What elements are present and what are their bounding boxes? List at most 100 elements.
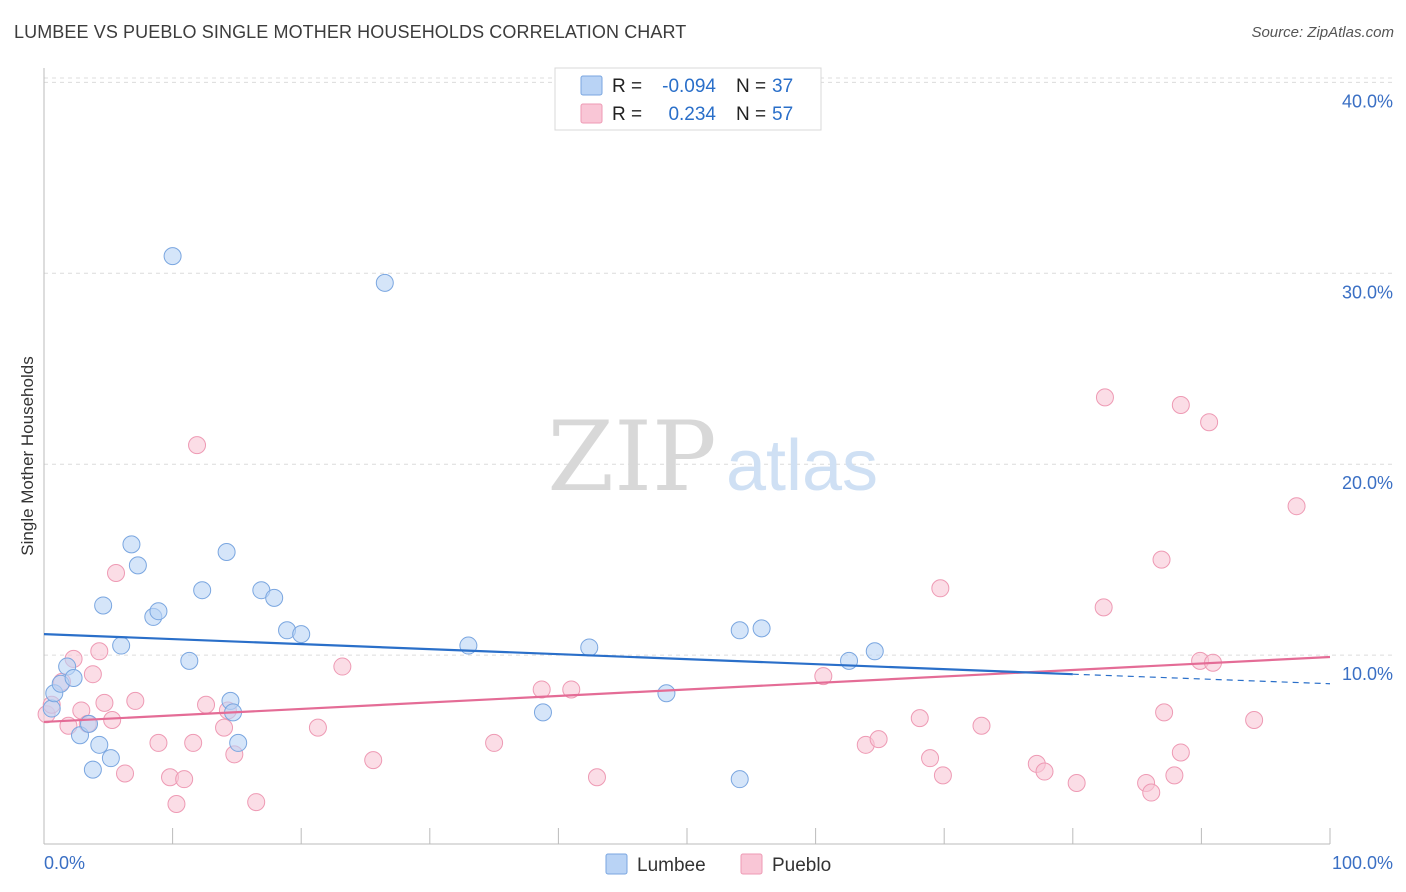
- lumbee-point: [657, 684, 676, 703]
- y-tick-labels: 10.0% 20.0% 30.0% 40.0%: [1342, 91, 1393, 684]
- watermark-atlas: atlas: [726, 426, 878, 506]
- pueblo-trend-line: [43, 655, 1331, 724]
- x-tick-label-min: 0.0%: [44, 853, 85, 873]
- pueblo-point: [215, 718, 234, 737]
- pueblo-point: [921, 749, 940, 768]
- bottom-legend-pueblo-swatch: [740, 853, 763, 875]
- lumbee-point: [730, 621, 749, 640]
- pueblo-point: [333, 657, 352, 676]
- legend-pueblo-r-label: R =: [612, 104, 642, 125]
- trend-lines: [43, 633, 1331, 724]
- pueblo-point: [126, 691, 145, 710]
- pueblo-point: [532, 680, 551, 699]
- pueblo-point: [1142, 783, 1161, 802]
- pueblo-point: [1035, 762, 1054, 781]
- pueblo-point: [587, 768, 606, 787]
- lumbee-point: [292, 625, 311, 644]
- pueblo-point: [184, 733, 203, 752]
- pueblo-point: [167, 795, 186, 814]
- lumbee-point: [580, 638, 599, 657]
- lumbee-point: [163, 247, 182, 266]
- pueblo-point: [83, 665, 102, 684]
- bottom-legend-pueblo-label: Pueblo: [772, 855, 831, 876]
- pueblo-point: [308, 718, 327, 737]
- lumbee-point: [64, 669, 83, 688]
- lumbee-point: [128, 556, 147, 575]
- lumbee-point: [229, 733, 248, 752]
- grid-layer: [44, 77, 1392, 656]
- pueblo-point: [1067, 774, 1086, 793]
- lumbee-trend-extension: [1072, 673, 1331, 685]
- pueblo-point: [1245, 711, 1264, 730]
- legend-lumbee-n-value: 37: [772, 76, 793, 97]
- chart-title: LUMBEE VS PUEBLO SINGLE MOTHER HOUSEHOLD…: [14, 22, 687, 42]
- y-tick-label: 40.0%: [1342, 91, 1393, 111]
- pueblo-point: [116, 764, 135, 783]
- pueblo-point: [103, 711, 122, 730]
- lumbee-point: [122, 535, 141, 554]
- pueblo-point: [562, 680, 581, 699]
- pueblo-point: [931, 579, 950, 598]
- bottom-legend-lumbee-swatch: [605, 853, 628, 875]
- pueblo-point: [1171, 396, 1190, 415]
- watermark-zip: ZIP: [547, 401, 716, 513]
- lumbee-point: [42, 699, 61, 718]
- lumbee-point: [730, 770, 749, 789]
- lumbee-point: [90, 735, 109, 754]
- series-legend: Lumbee Pueblo: [605, 853, 831, 876]
- lumbee-point: [865, 642, 884, 661]
- lumbee-point: [180, 651, 199, 670]
- lumbee-points: [42, 247, 884, 789]
- pueblo-point: [197, 695, 216, 714]
- legend-lumbee-r-value: -0.094: [662, 76, 716, 97]
- x-tick-labels: 0.0% 100.0%: [44, 853, 1393, 873]
- chart-source: Source: ZipAtlas.com: [1251, 24, 1394, 41]
- lumbee-point: [193, 581, 212, 600]
- pueblo-point: [1155, 703, 1174, 722]
- pueblo-point: [1094, 598, 1113, 617]
- legend-lumbee-n-label: N =: [736, 76, 766, 97]
- pueblo-point: [933, 766, 952, 785]
- pueblo-point: [814, 667, 833, 686]
- pueblo-point: [1200, 413, 1219, 432]
- pueblo-point: [910, 709, 929, 728]
- pueblo-point: [247, 793, 266, 812]
- lumbee-point: [80, 714, 99, 733]
- lumbee-point: [375, 273, 394, 292]
- legend-pueblo-r-value: 0.234: [668, 104, 716, 125]
- lumbee-point: [217, 543, 236, 562]
- lumbee-point: [149, 602, 168, 621]
- x-tick-label-max: 100.0%: [1332, 853, 1393, 873]
- pueblo-point: [188, 436, 207, 455]
- lumbee-point: [752, 619, 771, 638]
- watermark: ZIP atlas: [547, 401, 878, 513]
- pueblo-point: [90, 642, 109, 661]
- pueblo-point: [95, 693, 114, 712]
- legend-pueblo-swatch: [580, 103, 603, 124]
- correlation-legend: R = -0.094 N = 37 R = 0.234 N = 57: [554, 67, 822, 131]
- pueblo-point: [107, 564, 126, 583]
- y-tick-label: 10.0%: [1342, 664, 1393, 684]
- pueblo-point: [485, 733, 504, 752]
- lumbee-point: [83, 760, 102, 779]
- pueblo-point: [364, 751, 383, 770]
- legend-pueblo-n-label: N =: [736, 104, 766, 125]
- pueblo-point: [972, 716, 991, 735]
- pueblo-point: [1165, 766, 1184, 785]
- lumbee-point: [112, 636, 131, 655]
- lumbee-trend-line: [43, 633, 1073, 676]
- lumbee-point: [94, 596, 113, 615]
- lumbee-point: [101, 749, 120, 768]
- legend-lumbee-swatch: [580, 75, 603, 96]
- lumbee-point: [533, 703, 552, 722]
- legend-lumbee-r-label: R =: [612, 76, 642, 97]
- pueblo-point: [149, 733, 168, 752]
- pueblo-point: [1095, 388, 1114, 407]
- pueblo-point: [1152, 550, 1171, 569]
- legend-pueblo-n-value: 57: [772, 104, 793, 125]
- bottom-legend-lumbee-label: Lumbee: [637, 855, 706, 876]
- y-tick-label: 20.0%: [1342, 473, 1393, 493]
- pueblo-point: [869, 730, 888, 749]
- lumbee-point: [265, 588, 284, 607]
